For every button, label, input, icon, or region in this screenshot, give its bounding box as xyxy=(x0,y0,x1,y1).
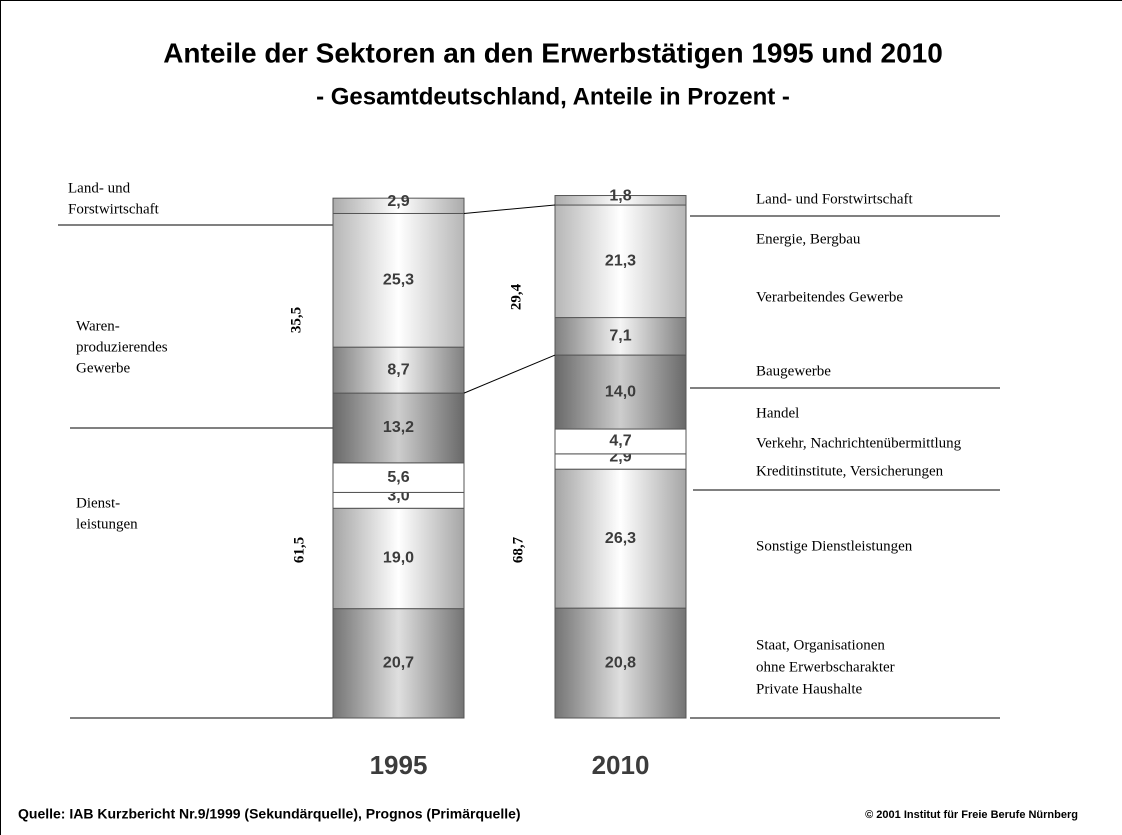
bar-segment xyxy=(332,392,465,464)
bar-segment xyxy=(554,317,687,356)
bar-segment xyxy=(332,507,465,610)
x-tick-label: 2010 xyxy=(592,750,650,780)
x-tick-label: 1995 xyxy=(370,750,428,780)
group-total: 61,5 xyxy=(291,537,307,563)
sector-label: Kreditinstitute, Versicherungen xyxy=(756,463,944,479)
value-label: 8,7 xyxy=(387,361,409,378)
group-label: Forstwirtschaft xyxy=(68,201,160,217)
sector-label: Private Haushalte xyxy=(756,681,863,697)
group-total: 35,5 xyxy=(288,307,304,333)
bar-segment xyxy=(554,195,687,206)
value-label: 25,3 xyxy=(383,272,414,289)
bar-segment xyxy=(554,354,687,430)
bar-segment xyxy=(332,608,465,719)
bar-segment xyxy=(554,428,687,455)
value-label: 20,7 xyxy=(383,655,414,672)
sector-label: Verkehr, Nachrichtenübermittlung xyxy=(756,435,962,451)
value-label: 7,1 xyxy=(609,328,631,345)
bar-segment xyxy=(332,197,465,214)
value-label: 26,3 xyxy=(605,530,636,547)
group-total: 29,4 xyxy=(508,283,524,310)
copyright: © 2001 Institut für Freie Berufe Nürnber… xyxy=(865,809,1078,821)
bar-segment xyxy=(554,468,687,609)
value-label: 14,0 xyxy=(605,383,636,400)
value-label: 5,6 xyxy=(387,469,409,486)
value-label: 20,8 xyxy=(605,654,636,671)
sector-label: Baugewerbe xyxy=(756,363,831,379)
sector-label: Energie, Bergbau xyxy=(756,231,861,247)
value-label: 2,9 xyxy=(387,193,409,210)
group-label: leistungen xyxy=(76,516,138,532)
value-label: 13,2 xyxy=(383,419,414,436)
group-label: produzierendes xyxy=(76,339,168,355)
sector-label: Staat, Organisationen xyxy=(756,637,885,653)
sector-label: Land- und Forstwirtschaft xyxy=(756,191,913,207)
sector-label: Verarbeitendes Gewerbe xyxy=(756,289,903,305)
value-label: 21,3 xyxy=(605,253,636,270)
value-label: 1,8 xyxy=(609,188,631,205)
group-total: 68,7 xyxy=(510,536,526,563)
value-label: 19,0 xyxy=(383,550,414,567)
sector-label: Handel xyxy=(756,405,799,421)
group-label: Gewerbe xyxy=(76,360,130,376)
chart-subtitle: - Gesamtdeutschland, Anteile in Prozent … xyxy=(316,83,790,110)
connector xyxy=(463,204,556,214)
value-label: 4,7 xyxy=(609,433,631,450)
sector-label: Sonstige Dienstleistungen xyxy=(756,538,913,554)
bar-segment xyxy=(554,607,687,719)
bar-segment xyxy=(554,204,687,319)
source: Quelle: IAB Kurzbericht Nr.9/1999 (Sekun… xyxy=(18,806,521,822)
group-label: Waren- xyxy=(76,318,120,334)
sector-label: ohne Erwerbscharakter xyxy=(756,659,895,675)
connector xyxy=(463,354,556,394)
group-label: Dienst- xyxy=(76,495,120,511)
group-label: Land- und xyxy=(68,180,131,196)
chart-title: Anteile der Sektoren an den Erwerbstätig… xyxy=(163,37,943,68)
separators xyxy=(58,215,1000,719)
